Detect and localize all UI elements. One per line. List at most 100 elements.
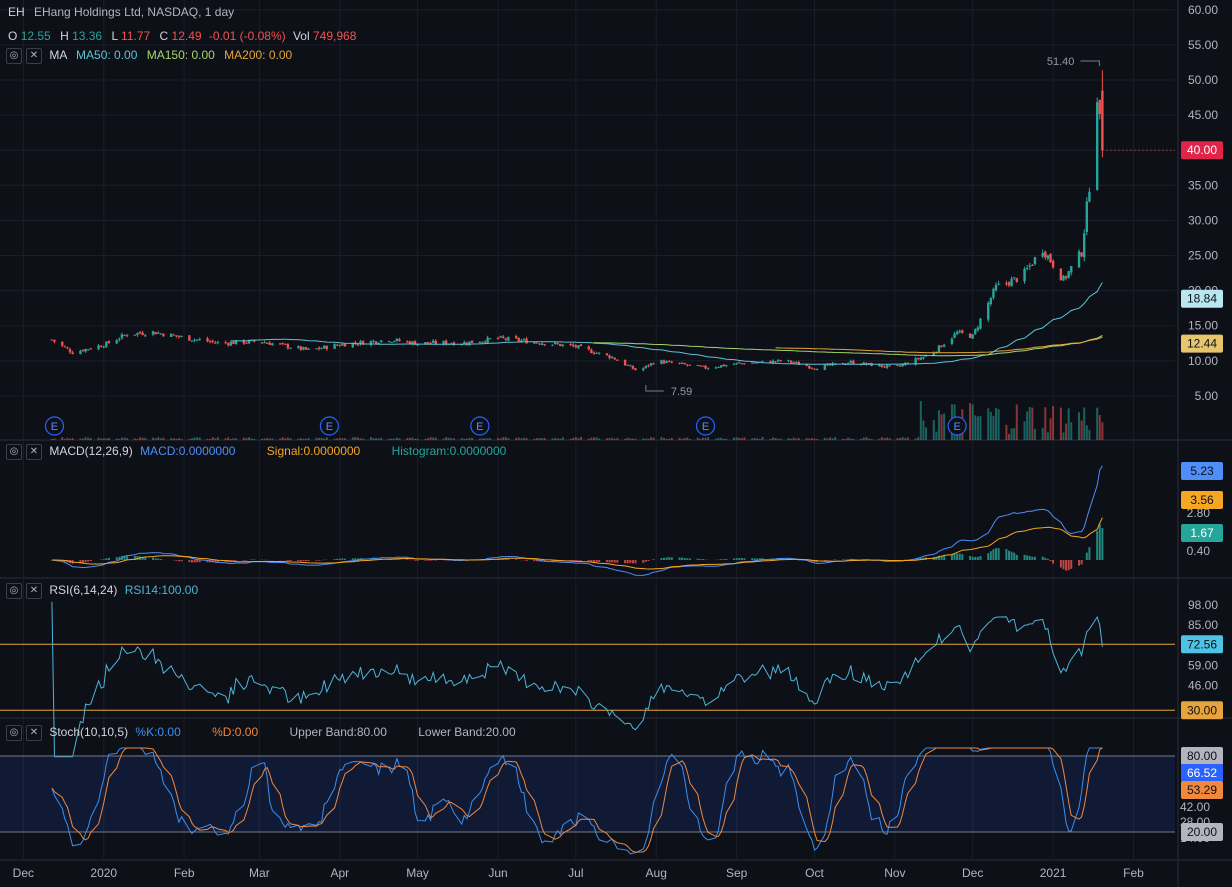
- candle-down[interactable]: [162, 333, 165, 337]
- candle-down[interactable]: [354, 340, 357, 346]
- candle-down[interactable]: [1049, 253, 1052, 264]
- candle-down[interactable]: [1007, 281, 1011, 288]
- candle-up[interactable]: [307, 347, 310, 351]
- candle-up[interactable]: [976, 325, 980, 333]
- candle-up[interactable]: [1023, 266, 1026, 284]
- candle-down[interactable]: [284, 343, 287, 345]
- candle-up[interactable]: [1028, 262, 1031, 271]
- candle-down[interactable]: [740, 363, 744, 365]
- candle-down[interactable]: [406, 340, 409, 344]
- candle-down[interactable]: [668, 360, 671, 363]
- candle-down[interactable]: [514, 334, 518, 339]
- candle-up[interactable]: [522, 337, 526, 342]
- candle-down[interactable]: [738, 361, 741, 364]
- close-icon[interactable]: ✕: [26, 48, 42, 64]
- candle-up[interactable]: [660, 359, 663, 365]
- candle-up[interactable]: [79, 349, 82, 355]
- candle-down[interactable]: [175, 335, 178, 338]
- candle-down[interactable]: [68, 347, 72, 354]
- candle-down[interactable]: [917, 357, 920, 361]
- candle-up[interactable]: [540, 342, 544, 346]
- candle-down[interactable]: [138, 330, 142, 335]
- candle-down[interactable]: [211, 339, 214, 344]
- candle-down[interactable]: [535, 342, 539, 344]
- candle-up[interactable]: [229, 340, 233, 346]
- candle-up[interactable]: [157, 331, 160, 334]
- candle-down[interactable]: [968, 333, 972, 339]
- candle-up[interactable]: [994, 282, 998, 292]
- candle-down[interactable]: [779, 359, 782, 362]
- candle-down[interactable]: [177, 335, 181, 339]
- candle-up[interactable]: [123, 334, 126, 337]
- candle-up[interactable]: [489, 338, 492, 340]
- close-icon[interactable]: ✕: [26, 583, 42, 599]
- candle-down[interactable]: [335, 343, 339, 346]
- candle-up[interactable]: [665, 360, 668, 364]
- candle-up[interactable]: [315, 348, 318, 350]
- candle-up[interactable]: [86, 349, 90, 351]
- candle-up[interactable]: [992, 287, 995, 300]
- candle-up[interactable]: [849, 359, 852, 365]
- candle-down[interactable]: [188, 335, 191, 341]
- candle-down[interactable]: [686, 363, 689, 367]
- candle-up[interactable]: [372, 339, 375, 343]
- candle-down[interactable]: [154, 331, 157, 335]
- candle-up[interactable]: [333, 343, 336, 349]
- candle-up[interactable]: [642, 367, 645, 372]
- candle-up[interactable]: [468, 341, 471, 346]
- candle-up[interactable]: [644, 365, 648, 370]
- candle-down[interactable]: [172, 333, 175, 336]
- candle-up[interactable]: [551, 344, 554, 347]
- candle-down[interactable]: [1098, 99, 1101, 120]
- candle-up[interactable]: [1088, 187, 1091, 203]
- candle-up[interactable]: [1010, 276, 1013, 287]
- candle-down[interactable]: [1064, 275, 1068, 281]
- eye-icon[interactable]: ◎: [6, 725, 22, 741]
- candle-up[interactable]: [595, 351, 598, 354]
- candle-up[interactable]: [195, 339, 199, 342]
- candle-up[interactable]: [725, 364, 728, 368]
- candle-down[interactable]: [538, 343, 541, 346]
- candle-down[interactable]: [133, 334, 137, 336]
- candle-down[interactable]: [1005, 280, 1008, 287]
- candle-up[interactable]: [297, 345, 300, 349]
- candle-down[interactable]: [81, 349, 85, 352]
- candle-down[interactable]: [590, 348, 593, 354]
- candle-up[interactable]: [577, 345, 580, 350]
- candle-up[interactable]: [359, 339, 362, 346]
- candle-down[interactable]: [883, 365, 886, 369]
- candle-up[interactable]: [395, 338, 399, 343]
- candle-up[interactable]: [958, 329, 961, 334]
- candle-down[interactable]: [543, 343, 546, 347]
- candle-down[interactable]: [107, 340, 111, 344]
- candle-down[interactable]: [125, 333, 129, 338]
- candle-down[interactable]: [810, 367, 814, 370]
- close-icon[interactable]: ✕: [26, 725, 42, 741]
- candle-up[interactable]: [971, 333, 974, 340]
- candle-down[interactable]: [286, 343, 290, 350]
- candle-down[interactable]: [525, 336, 528, 344]
- candle-up[interactable]: [696, 364, 699, 367]
- candle-down[interactable]: [743, 363, 746, 365]
- candle-down[interactable]: [753, 362, 757, 364]
- candle-down[interactable]: [452, 341, 456, 346]
- candle-down[interactable]: [502, 335, 505, 339]
- candle-down[interactable]: [387, 340, 391, 343]
- candle-down[interactable]: [688, 364, 692, 366]
- candle-down[interactable]: [208, 339, 212, 344]
- candle-up[interactable]: [216, 340, 220, 345]
- candle-up[interactable]: [144, 333, 147, 338]
- candle-up[interactable]: [714, 366, 718, 369]
- candle-up[interactable]: [102, 345, 105, 349]
- candle-down[interactable]: [623, 359, 627, 366]
- candle-up[interactable]: [979, 317, 982, 330]
- candle-up[interactable]: [120, 332, 124, 340]
- candle-up[interactable]: [271, 342, 274, 346]
- candle-up[interactable]: [761, 360, 764, 363]
- earnings-marker[interactable]: E: [470, 416, 490, 436]
- macd-pane[interactable]: [50, 465, 1104, 576]
- candle-down[interactable]: [325, 345, 329, 351]
- candle-down[interactable]: [89, 347, 92, 350]
- candle-down[interactable]: [880, 365, 884, 368]
- candle-up[interactable]: [719, 365, 723, 368]
